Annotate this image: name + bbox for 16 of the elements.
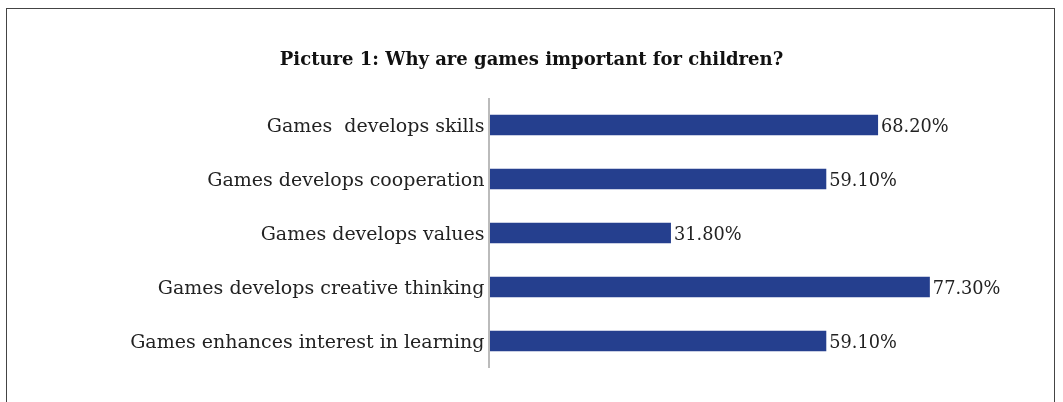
bar: [490, 276, 930, 298]
chart-title: Picture 1: Why are games important for children?: [279, 47, 784, 69]
data-label: 59.10%: [829, 169, 897, 190]
y-tick-label: Games develops creative thinking: [157, 275, 485, 298]
data-label: 77.30%: [932, 277, 1001, 298]
y-tick-label: Games develops cooperation: [207, 167, 485, 190]
y-tick-label: Games enhances interest in learning: [130, 329, 485, 352]
y-tick-label: Games develops skills: [266, 113, 485, 136]
bar: [490, 168, 827, 190]
data-label: 68.20%: [881, 115, 949, 136]
bar: [490, 114, 879, 136]
bar: [490, 330, 827, 352]
data-label: 59.10%: [829, 331, 897, 352]
y-tick-label: Games develops values: [260, 221, 485, 244]
data-label: 31.80%: [673, 223, 742, 244]
bar: [490, 222, 671, 244]
